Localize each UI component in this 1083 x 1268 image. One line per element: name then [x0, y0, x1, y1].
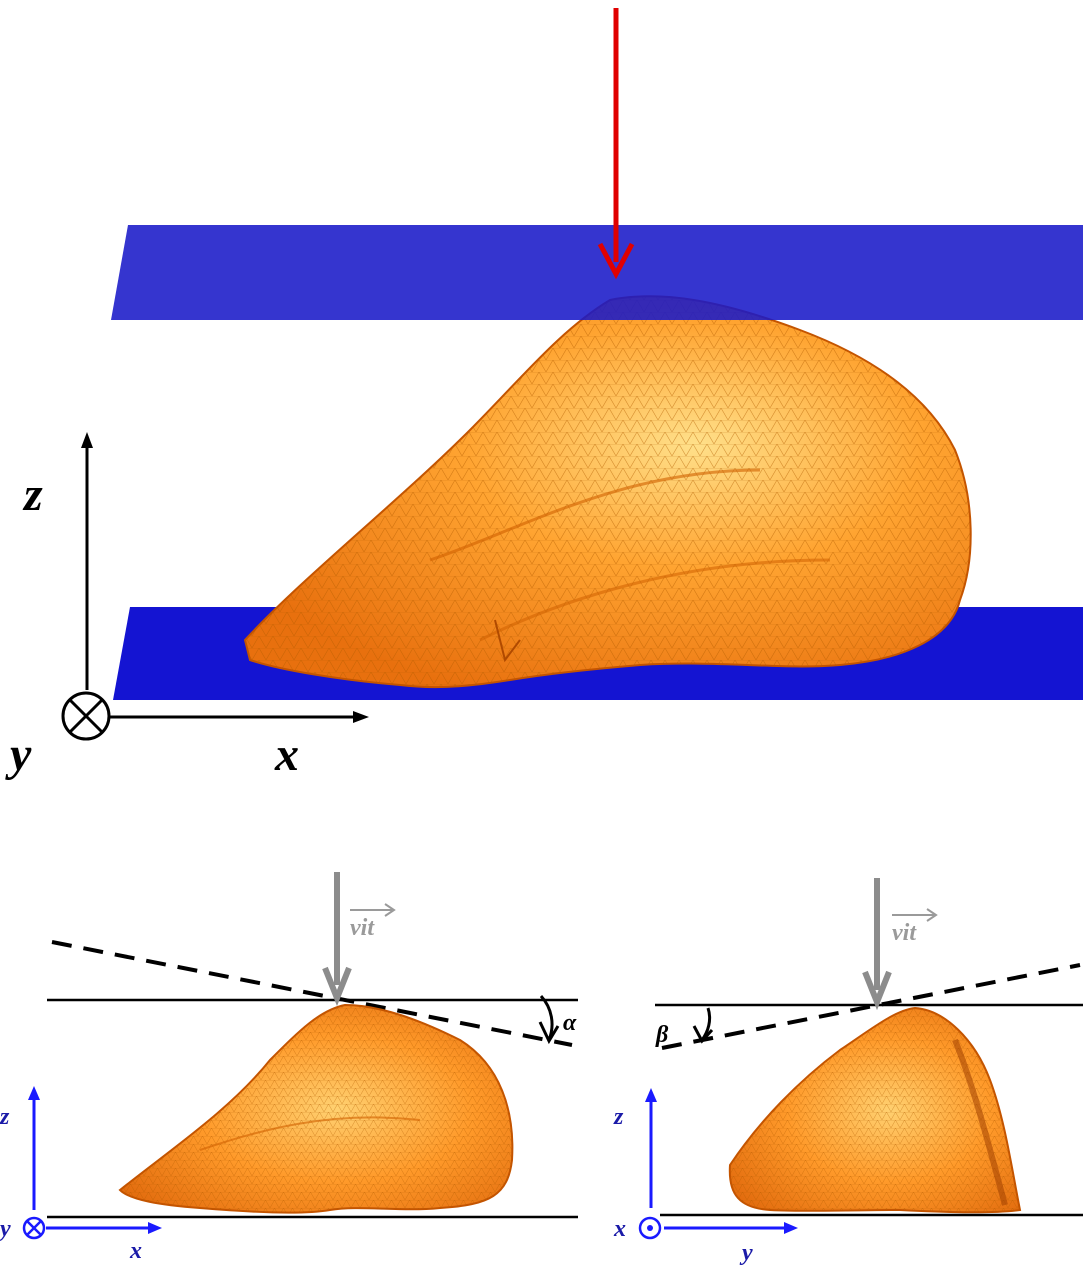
z-axis-label-right: z	[613, 1104, 624, 1130]
bottom-left-view: vit α z y x	[0, 872, 578, 1264]
top-view: z y x	[5, 8, 1083, 781]
axes-top: z y x	[5, 432, 369, 781]
bottom-right-view: vit β z x y	[613, 878, 1083, 1266]
organ-mesh-left	[118, 1003, 514, 1214]
x-axis-label-right: x	[613, 1216, 626, 1242]
axes-left: z y x	[0, 1086, 162, 1264]
x-axis-label: x	[274, 728, 299, 781]
organ-mesh-right	[728, 1006, 1022, 1214]
axes-right: z x y	[613, 1088, 798, 1266]
velocity-label-left: vit	[350, 915, 375, 941]
velocity-arrow-right	[862, 878, 892, 1011]
x-axis-label-left: x	[129, 1238, 142, 1264]
vector-arrow-icon	[350, 903, 396, 917]
z-axis-label: z	[22, 468, 43, 521]
angle-label-beta: β	[655, 1022, 669, 1048]
vector-arrow-icon	[892, 908, 938, 922]
tilt-line	[51, 940, 573, 1047]
velocity-arrow-left	[322, 872, 352, 1007]
z-axis-label-left: z	[0, 1104, 10, 1130]
load-arrow	[597, 8, 635, 280]
y-axis-label-right: y	[739, 1240, 753, 1266]
upper-plate	[111, 225, 1083, 320]
velocity-label-right: vit	[892, 920, 917, 946]
angle-label-alpha: α	[563, 1010, 577, 1036]
y-axis-label-left: y	[0, 1216, 11, 1242]
tilt-line-right	[661, 963, 1081, 1050]
organ-mesh-top	[243, 295, 972, 689]
y-axis-label: y	[5, 728, 32, 781]
